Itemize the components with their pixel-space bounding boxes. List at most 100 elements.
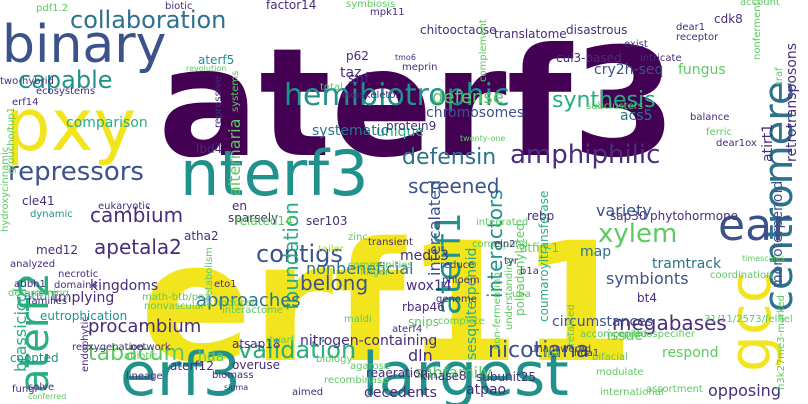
word-recombinase: recombinase: [324, 375, 388, 386]
word-cambium: cambium: [90, 203, 183, 227]
word-metabolism: metabolism: [204, 247, 215, 306]
word-gcc: gcc: [716, 271, 784, 372]
word-brassicicola: brassicicola: [11, 278, 30, 372]
word-cul3-based: cul3-based: [556, 51, 622, 65]
word-aterf5: aterf5: [198, 53, 234, 67]
word-snips: snips: [408, 315, 439, 329]
word-repressive: repressive: [213, 76, 224, 128]
word-complete: complete: [438, 316, 485, 327]
word-ear: ear: [718, 200, 791, 251]
word-kingdoms: kingdoms: [90, 278, 158, 294]
word-coordination: coordination: [710, 270, 772, 281]
word-aterf3: aterf3: [158, 17, 676, 191]
word-amphiphilic: amphiphilic: [510, 140, 660, 170]
word-factor14: factor14: [266, 0, 316, 12]
word-repressors: repressors: [8, 157, 144, 187]
word-validation: validation: [238, 336, 356, 364]
word-timescales: timescales: [742, 254, 785, 263]
word-aterf12: aterf12: [170, 359, 214, 373]
word-overuse: overuse: [232, 358, 280, 372]
word-bifacial: bifacial: [592, 352, 628, 363]
word-abiotic: abiotic: [124, 351, 158, 362]
word-atirt1: atirt1: [760, 124, 776, 162]
word-med12: med12: [36, 243, 78, 257]
word-maldi: maldi: [344, 314, 372, 325]
word-solve: solve: [28, 382, 54, 393]
word-non-fermenting: non-fermenting: [492, 272, 503, 350]
word-dear1: dear1: [676, 22, 705, 33]
word-snf: snf: [348, 71, 370, 87]
word-fungus: fungus: [678, 62, 726, 78]
word-twenty-one: twenty-one: [460, 134, 505, 143]
word-wox14: wox14: [406, 278, 452, 294]
word-nitrogen-containing: nitrogen-containing: [300, 333, 437, 349]
word-sesquiterpenoid: sesquiterpenoid: [464, 248, 480, 360]
word-aimed: aimed: [292, 387, 323, 398]
word-coopted: coopted: [10, 351, 59, 365]
word-eto1: eto1: [214, 279, 237, 290]
word-lbd4: lbd4: [196, 142, 222, 156]
word-tabacum: tabacum: [88, 341, 185, 366]
word-sap30: sap30: [610, 209, 647, 223]
word-disastrous: disastrous: [566, 23, 627, 37]
word-unanswered: unanswered: [530, 344, 591, 355]
word-ferric: ferric: [706, 127, 732, 138]
word-meprin: meprin: [402, 62, 437, 73]
word-groucho-tup1: groucho/tup1: [6, 107, 17, 174]
word-binary: binary: [2, 15, 166, 75]
word-domain4: domain4: [54, 280, 98, 291]
word-en: en: [232, 199, 247, 213]
word-agarose: agarose: [350, 361, 390, 372]
word-hemibiotrophic: hemibiotrophic: [284, 78, 509, 113]
word-modulate: modulate: [596, 367, 644, 378]
word-cle41: cle41: [22, 194, 55, 208]
word-tailor: tailor: [318, 244, 345, 255]
word-international: international: [600, 387, 664, 398]
word-ser103: ser103: [306, 214, 347, 228]
word-hda: hda: [198, 349, 224, 365]
word-reaeration: reaeration: [366, 366, 428, 380]
word-epithiospecifier: epithiospecifier: [618, 329, 696, 340]
word-rebp: rebp: [527, 209, 554, 223]
word-phytohormone: phytohormone: [650, 209, 738, 223]
word-sigma: sigma: [224, 383, 248, 392]
word-chitooctaose: chitooctaose: [420, 23, 497, 37]
word-taz: taz: [340, 65, 361, 81]
word-nonbeneficial: nonbeneficial: [306, 259, 414, 278]
word-erf14: erf14: [12, 97, 39, 108]
word-atfin-1: atfin-1: [520, 241, 559, 255]
word-contigs: contigs: [256, 240, 343, 268]
word-biomass: biomass: [212, 370, 254, 381]
word-ein2: ein2: [494, 239, 516, 250]
word-translatome: translatome: [494, 27, 567, 41]
word-issue: issue: [607, 328, 643, 344]
word-revolution: revolution: [186, 64, 226, 73]
word-communities: communities: [348, 260, 413, 271]
word-interactome: interactome: [222, 305, 283, 316]
word-tyr: tyr: [504, 256, 519, 267]
word-opposing: opposing: [708, 381, 781, 400]
word-defense: defense: [432, 87, 504, 108]
word-interactors: interactors: [483, 189, 507, 298]
word-lineage: lineage: [126, 371, 163, 382]
word-cdk8: cdk8: [714, 12, 743, 26]
word-cry2h-seq: cry2h-seq: [594, 62, 663, 78]
word-b1a: b1a: [520, 266, 539, 277]
word-intercalated: intercalated: [425, 180, 444, 276]
word-network: network: [130, 342, 171, 353]
word-intricate: intricate: [640, 53, 682, 64]
word-protein9: protein9: [386, 119, 436, 133]
word-variety: variety: [596, 201, 652, 220]
word-synthesis: synthesis: [552, 88, 656, 113]
word-apetala2: apetala2: [94, 235, 182, 259]
word-two-hybrid: two-hybrid: [0, 76, 54, 87]
word-aterf4: aterf4: [392, 324, 422, 335]
word-atibh1: atibh1: [14, 279, 46, 290]
word-necrotic: necrotic: [58, 269, 98, 280]
word-atha2: atha2: [184, 229, 219, 243]
word-atsap18: atsap18: [232, 337, 281, 351]
word-dear1ox: dear1ox: [716, 138, 757, 149]
word-atitr1: atitr1: [24, 289, 57, 303]
word-complement: complement: [478, 19, 489, 82]
word-reoxygenation: reoxygenation: [72, 342, 144, 353]
